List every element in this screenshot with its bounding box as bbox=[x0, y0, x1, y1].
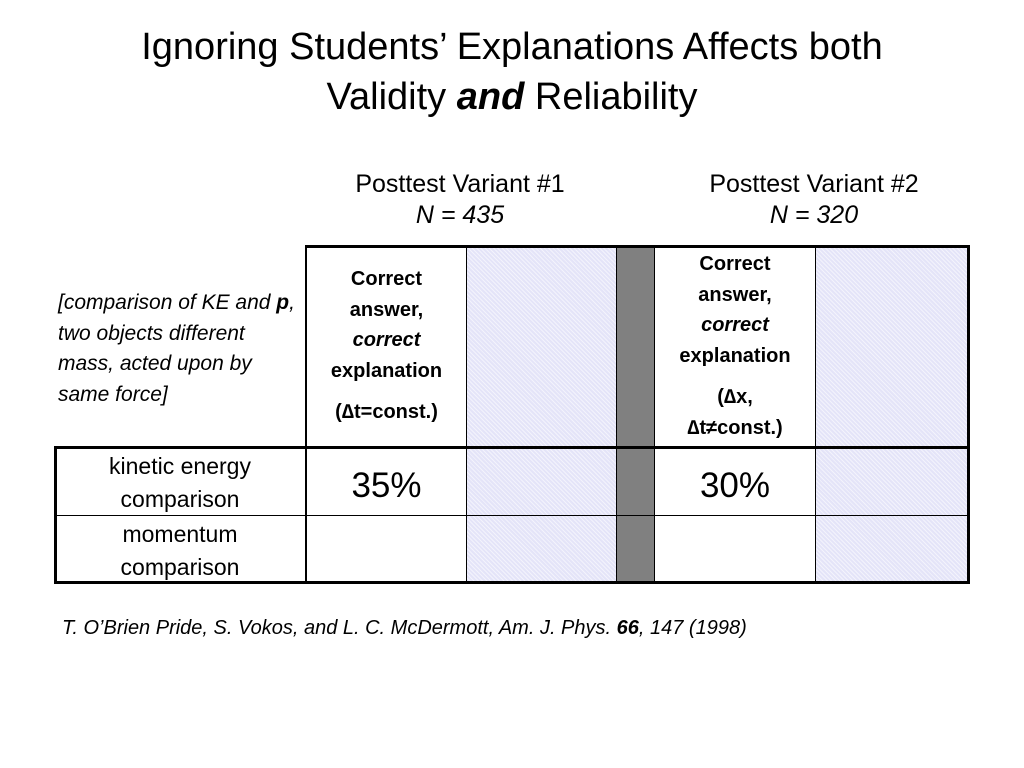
row-1-label-b: comparison bbox=[120, 486, 240, 512]
question-context: [comparison of KE and p, two objects dif… bbox=[58, 288, 303, 410]
grid-line-top bbox=[305, 245, 970, 248]
row-2-label-a: momentum bbox=[122, 521, 238, 547]
header-2-line-1: Correct bbox=[699, 253, 771, 275]
row-2-label-b: comparison bbox=[120, 554, 240, 580]
citation-text: T. O’Brien Pride, S. Vokos, and L. C. Mc… bbox=[62, 617, 617, 639]
row-1-variant-1-value: 35% bbox=[351, 466, 422, 505]
variant-1-heading: Posttest Variant #1 N = 435 bbox=[310, 169, 610, 231]
title-word-validity: Validity bbox=[326, 76, 447, 118]
header-1-line-4: explanation bbox=[330, 359, 443, 382]
title-line-1: Ignoring Students’ Explanations Affects … bbox=[141, 26, 883, 68]
citation-volume: 66 bbox=[616, 617, 639, 639]
title-line-2: Validity and Reliability bbox=[0, 72, 1024, 122]
header-1-line-1: Correct bbox=[350, 268, 423, 290]
header-2-line-2: answer, bbox=[698, 283, 772, 306]
grid-line-col-5 bbox=[815, 247, 816, 582]
citation-pages: , 147 (1998) bbox=[638, 617, 747, 639]
citation: T. O’Brien Pride, S. Vokos, and L. C. Mc… bbox=[62, 615, 982, 641]
context-text-2: , two objects different mass, acted upon… bbox=[58, 291, 295, 406]
variant-2-heading: Posttest Variant #2 N = 320 bbox=[664, 169, 964, 231]
grid-line-left bbox=[54, 446, 57, 584]
header-1-condition: (∆t=const.) bbox=[335, 401, 438, 423]
grid-line-bottom bbox=[54, 581, 970, 584]
grid-line-right bbox=[967, 245, 970, 584]
variant-1-label: Posttest Variant #1 bbox=[355, 170, 565, 198]
grid-line-col-3 bbox=[616, 247, 617, 582]
header-cell-variant-1: Correct answer, correct explanation (∆t=… bbox=[306, 264, 467, 428]
row-label-momentum: momentum comparison bbox=[55, 518, 305, 584]
header-2-line-3: correct bbox=[701, 314, 769, 336]
grid-line-row-separator bbox=[55, 515, 969, 516]
title-emphasis: and bbox=[456, 76, 525, 118]
shaded-column-2 bbox=[816, 247, 968, 583]
context-text-1: [comparison of KE and bbox=[58, 291, 277, 314]
title-word-reliability: Reliability bbox=[534, 76, 698, 118]
shaded-column-1 bbox=[467, 247, 617, 583]
grid-line-col-2 bbox=[466, 247, 467, 582]
slide-title: Ignoring Students’ Explanations Affects … bbox=[0, 22, 1024, 122]
grid-line-header-bottom bbox=[54, 446, 970, 449]
header-2-line-4: explanation bbox=[679, 344, 791, 367]
context-bold-p: p bbox=[276, 291, 290, 314]
header-cell-variant-2: Correct answer, correct explanation (∆x,… bbox=[654, 249, 816, 443]
header-2-condition-b: ∆t≠const.) bbox=[687, 416, 783, 439]
header-2-condition-a: (∆x, bbox=[717, 386, 753, 408]
row-label-kinetic-energy: kinetic energy comparison bbox=[55, 450, 305, 516]
header-1-line-3: correct bbox=[352, 329, 421, 351]
grid-line-col-4 bbox=[654, 247, 655, 582]
variant-1-n: N = 435 bbox=[415, 201, 505, 229]
divider-column bbox=[617, 247, 654, 583]
grid-line-col-1 bbox=[305, 245, 307, 584]
variant-2-n: N = 320 bbox=[769, 201, 859, 229]
row-1-variant-2-value: 30% bbox=[699, 466, 771, 505]
header-1-line-2: answer, bbox=[349, 298, 424, 321]
variant-2-label: Posttest Variant #2 bbox=[709, 170, 919, 198]
row-1-label-a: kinetic energy bbox=[109, 453, 251, 479]
